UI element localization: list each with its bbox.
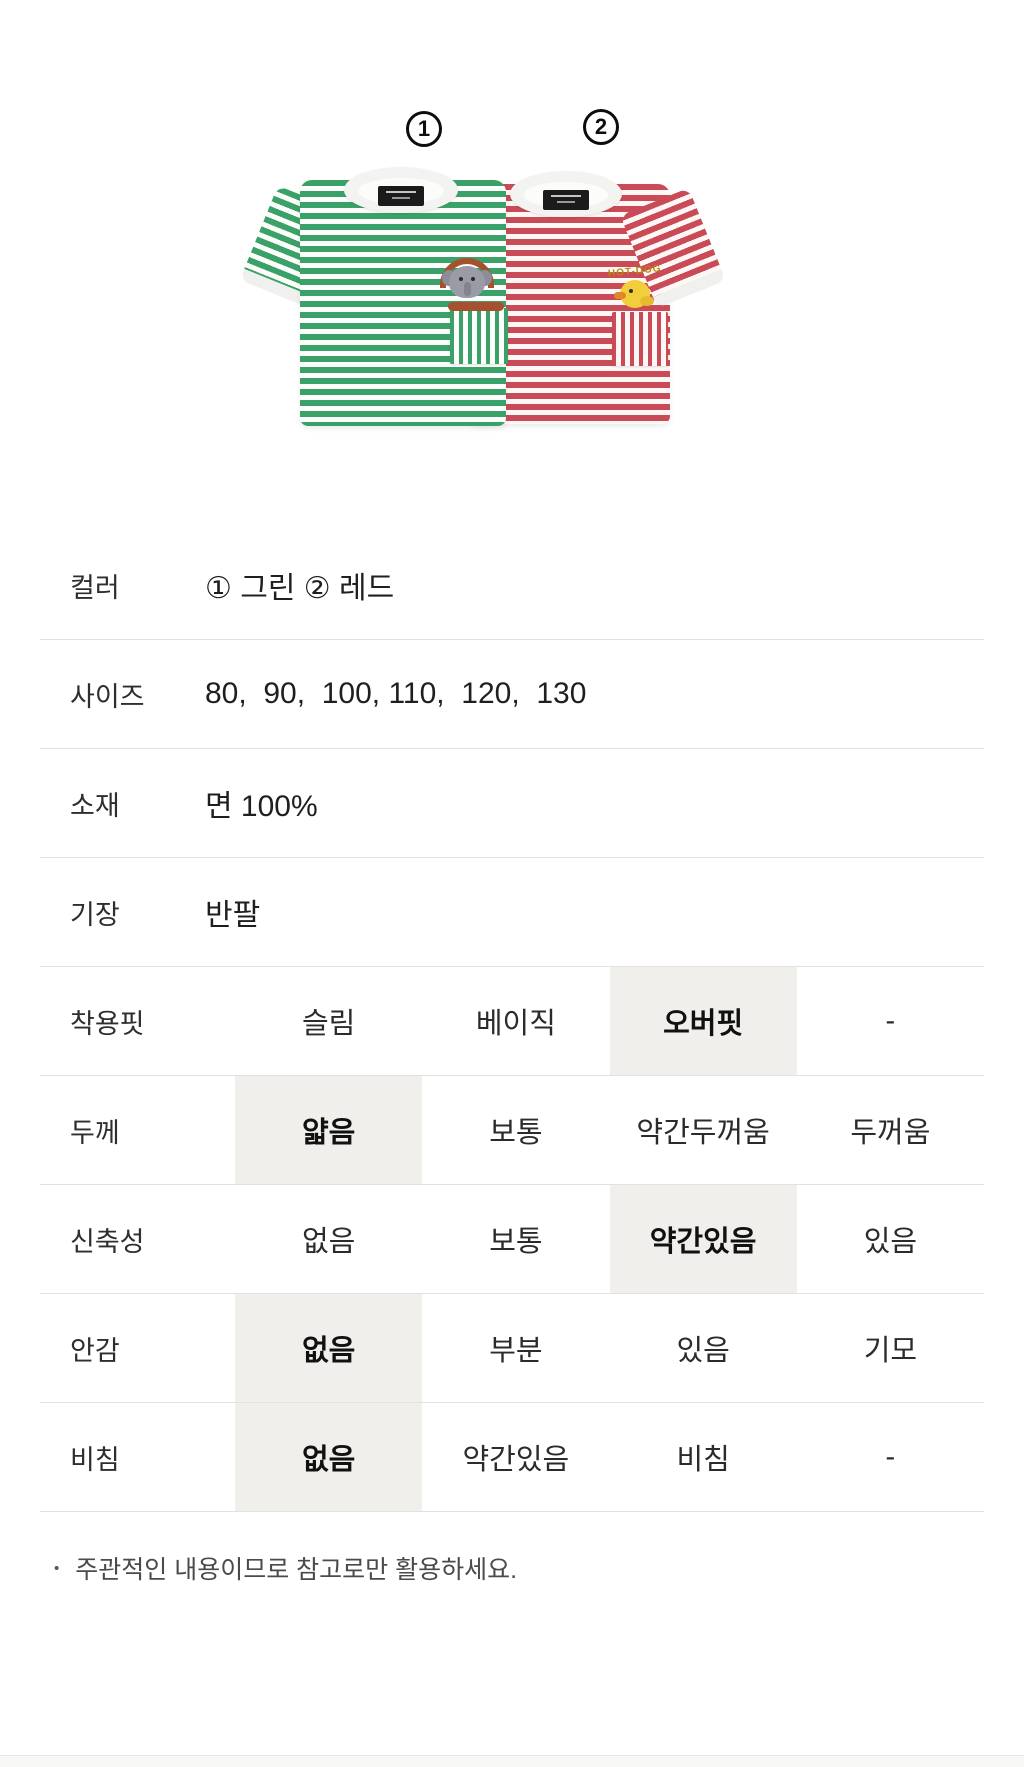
spec-label: 착용핏	[70, 1008, 145, 1039]
spec-option: 부분	[489, 1335, 543, 1367]
red-shirt-neck-label	[543, 190, 589, 210]
note-text: 주관적인 내용이므로 참고로만 활용하세요.	[75, 1556, 518, 1584]
spec-option: 있음	[676, 1335, 730, 1367]
spec-label: 기장	[70, 899, 120, 930]
spec-row-size: 사이즈 80, 90, 100, 110, 120, 130	[40, 640, 984, 749]
spec-option: 약간있음	[462, 1444, 570, 1476]
page-bottom-bar	[0, 1755, 1024, 1767]
elephant-eye	[459, 277, 463, 281]
spec-label: 소재	[70, 790, 120, 821]
product-2-number-badge: 2	[583, 109, 619, 145]
spec-option-selected: 약간있음	[609, 1185, 797, 1293]
product-1-number-badge: 1	[406, 111, 442, 147]
disclaimer-note: • 주관적인 내용이므로 참고로만 활용하세요.	[54, 1550, 984, 1586]
spec-row-fit: 착용핏 슬림 베이직 오버핏 -	[40, 967, 984, 1076]
spec-options: 없음 보통 약간있음 있음	[235, 1185, 984, 1293]
spec-option: 없음	[301, 1226, 356, 1258]
spec-option: 약간두꺼움	[636, 1117, 770, 1149]
duck-mascot	[614, 278, 656, 314]
sausage-decoration	[448, 302, 504, 311]
spec-row-material: 소재 면 100%	[40, 749, 984, 858]
spec-option: 베이직	[475, 1008, 556, 1040]
spec-option-selected: 없음	[235, 1294, 423, 1402]
spec-option-selected: 오버핏	[609, 967, 797, 1075]
spec-option: 보통	[489, 1226, 543, 1258]
spec-options: 없음 부분 있음 기모	[235, 1294, 984, 1402]
spec-value: ① 그린 ② 레드	[205, 572, 395, 605]
spec-option: 슬림	[301, 1008, 356, 1040]
spec-option-selected: 얇음	[235, 1076, 423, 1184]
spec-label: 신축성	[70, 1226, 145, 1257]
spec-table: 컬러 ① 그린 ② 레드 사이즈 80, 90, 100, 110, 120, …	[40, 531, 984, 1512]
spec-value: 반팔	[205, 899, 261, 932]
spec-option-selected: 없음	[235, 1403, 423, 1511]
spec-row-sheerness: 비침 없음 약간있음 비침 -	[40, 1403, 984, 1512]
spec-options: 없음 약간있음 비침 -	[235, 1403, 984, 1511]
spec-option: 있음	[863, 1226, 918, 1258]
elephant-mascot	[438, 258, 496, 310]
spec-options: 얇음 보통 약간두꺼움 두꺼움	[235, 1076, 984, 1184]
product-image: 1 2 HOT-DOG	[0, 0, 1024, 531]
spec-label: 두께	[70, 1117, 120, 1148]
spec-label: 사이즈	[70, 681, 145, 712]
red-shirt-pocket	[612, 312, 668, 366]
spec-value: 면 100%	[205, 790, 318, 823]
duck-wing	[640, 296, 654, 306]
spec-label: 비침	[70, 1444, 120, 1475]
green-shirt-neck-label	[378, 186, 424, 206]
spec-row-lining: 안감 없음 부분 있음 기모	[40, 1294, 984, 1403]
spec-option: 비침	[676, 1444, 730, 1476]
duck-eye	[629, 289, 633, 293]
note-bullet: •	[54, 1559, 60, 1577]
green-shirt-pocket	[450, 308, 508, 364]
spec-options: 슬림 베이직 오버핏 -	[235, 967, 984, 1075]
spec-label: 컬러	[70, 572, 120, 603]
duck-beak	[614, 292, 626, 299]
spec-option: 보통	[489, 1117, 543, 1149]
spec-option: -	[885, 1004, 896, 1037]
spec-row-thickness: 두께 얇음 보통 약간두꺼움 두꺼움	[40, 1076, 984, 1185]
spec-option: 두꺼움	[850, 1117, 931, 1149]
elephant-eye	[471, 277, 475, 281]
spec-label: 안감	[70, 1335, 120, 1366]
elephant-trunk	[464, 282, 471, 296]
spec-value: 80, 90, 100, 110, 120, 130	[205, 677, 587, 710]
spec-row-length: 기장 반팔	[40, 858, 984, 967]
spec-row-color: 컬러 ① 그린 ② 레드	[40, 531, 984, 640]
spec-option: 기모	[863, 1335, 918, 1367]
spec-option: -	[885, 1440, 896, 1473]
spec-row-elasticity: 신축성 없음 보통 약간있음 있음	[40, 1185, 984, 1294]
